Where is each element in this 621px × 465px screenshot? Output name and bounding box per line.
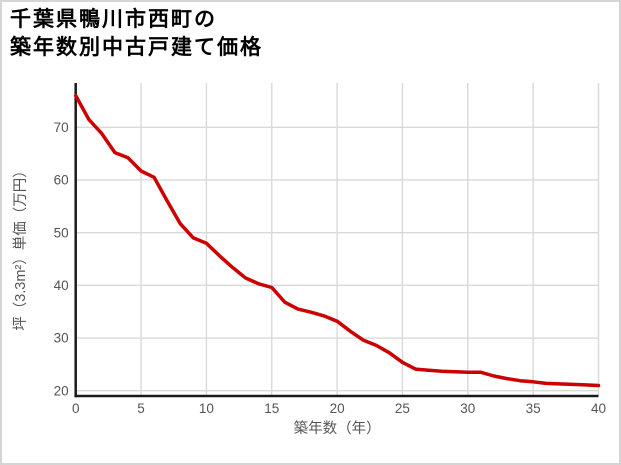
chart-title-line2: 築年数別中古戸建て価格 (10, 35, 263, 59)
x-axis-label: 築年数（年） (294, 419, 381, 437)
x-tick-label: 35 (526, 401, 541, 416)
x-tick-label: 20 (330, 401, 345, 416)
x-tick-label: 5 (137, 401, 145, 416)
y-axis-tick-labels: 20 30 40 50 60 70 (54, 120, 69, 398)
y-tick-label: 20 (54, 383, 69, 398)
chart-title: 千葉県鴨川市西町の 築年数別中古戸建て価格 (10, 6, 263, 61)
y-tick-label: 50 (54, 225, 69, 240)
x-tick-label: 10 (199, 401, 214, 416)
x-axis-tick-labels: 0 5 10 15 20 25 30 35 40 (72, 401, 606, 416)
y-tick-label: 70 (54, 120, 69, 135)
axes (74, 83, 599, 398)
y-tick-label: 30 (54, 331, 69, 346)
y-tick-label: 60 (54, 173, 69, 188)
x-tick-label: 0 (72, 401, 80, 416)
x-tick-label: 30 (460, 401, 475, 416)
y-axis-label: 坪（3.3m²）単価（万円） (12, 163, 29, 331)
x-tick-label: 25 (395, 401, 410, 416)
price-line-series (73, 93, 601, 388)
y-tick-label: 40 (54, 278, 69, 293)
gridlines (75, 83, 600, 396)
x-tick-label: 40 (591, 401, 606, 416)
chart-title-line1: 千葉県鴨川市西町の (10, 8, 217, 31)
x-tick-label: 15 (264, 401, 279, 416)
